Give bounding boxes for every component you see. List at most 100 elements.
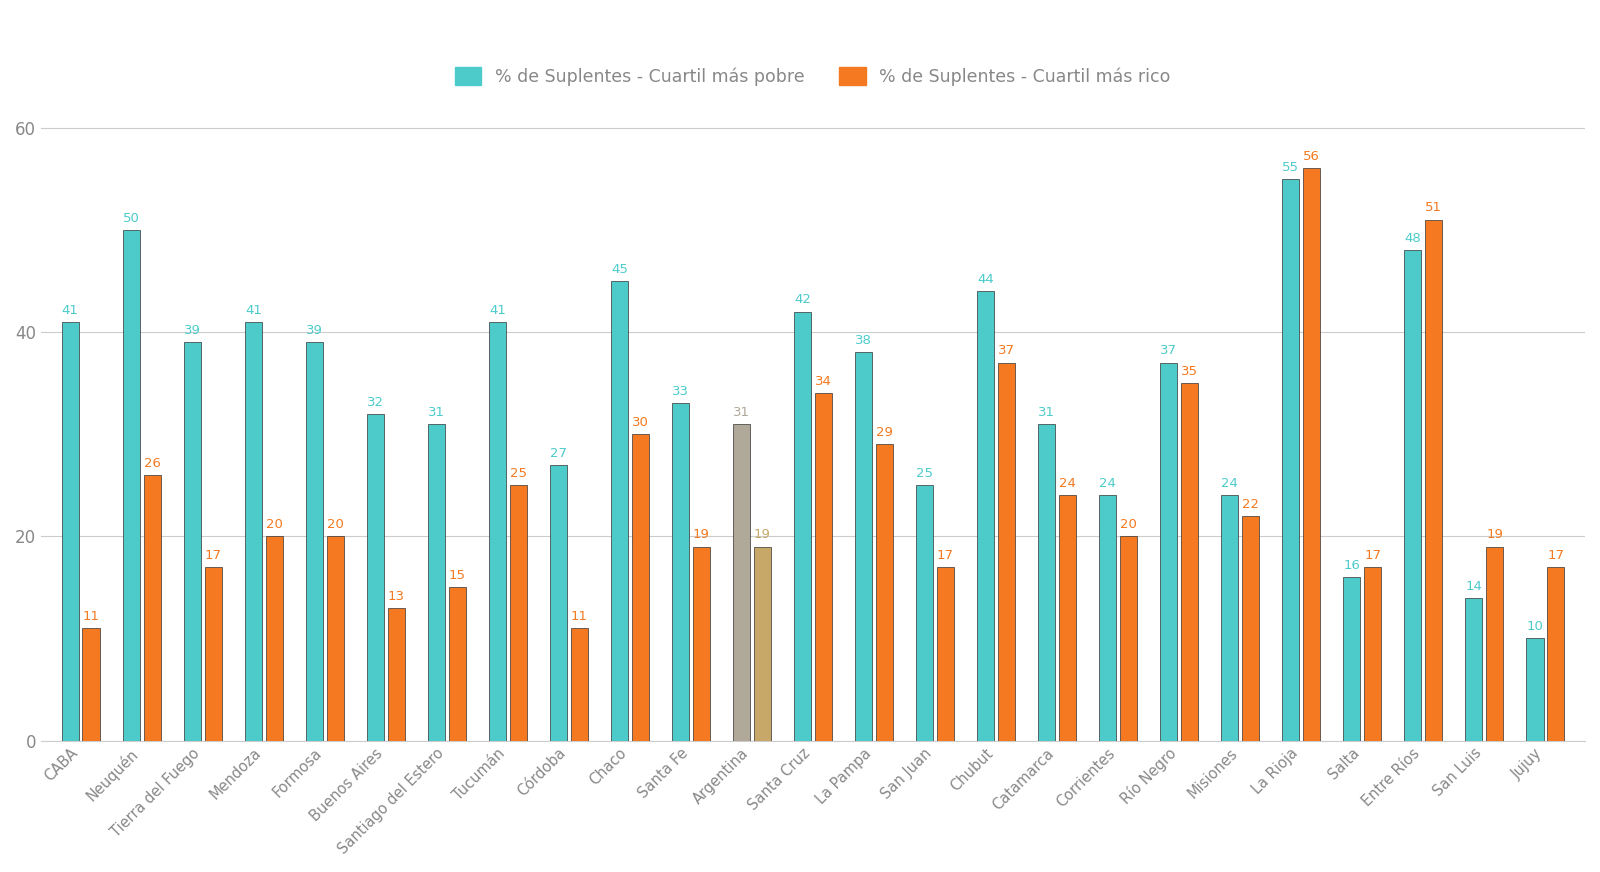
Bar xyxy=(917,485,933,740)
Bar xyxy=(83,629,99,740)
Text: 33: 33 xyxy=(672,385,690,399)
Bar xyxy=(998,363,1014,740)
Bar xyxy=(306,342,323,740)
Text: 41: 41 xyxy=(245,303,262,317)
Bar xyxy=(611,281,629,740)
Text: 34: 34 xyxy=(814,375,832,388)
Bar xyxy=(632,434,650,740)
Text: 14: 14 xyxy=(1466,580,1482,592)
Bar xyxy=(366,413,384,740)
Text: 19: 19 xyxy=(693,528,710,542)
Text: 42: 42 xyxy=(794,293,811,306)
Bar xyxy=(938,567,954,740)
Bar xyxy=(693,547,710,740)
Text: 41: 41 xyxy=(62,303,78,317)
Bar xyxy=(1526,638,1544,740)
Text: 25: 25 xyxy=(917,467,933,480)
Bar xyxy=(62,322,78,740)
Text: 48: 48 xyxy=(1405,232,1421,245)
Bar xyxy=(144,475,160,740)
Text: 27: 27 xyxy=(550,446,566,460)
Text: 10: 10 xyxy=(1526,620,1544,633)
Bar xyxy=(1059,495,1077,740)
Text: 37: 37 xyxy=(998,344,1014,358)
Bar xyxy=(1160,363,1178,740)
Bar xyxy=(123,229,139,740)
Bar xyxy=(1426,220,1442,740)
Text: 50: 50 xyxy=(123,212,139,225)
Bar xyxy=(1181,383,1198,740)
Text: 39: 39 xyxy=(184,324,200,337)
Text: 24: 24 xyxy=(1099,477,1117,490)
Text: 19: 19 xyxy=(1486,528,1502,542)
Text: 31: 31 xyxy=(733,405,750,419)
Bar xyxy=(1547,567,1565,740)
Bar xyxy=(754,547,771,740)
Bar xyxy=(854,352,872,740)
Text: 11: 11 xyxy=(571,610,587,623)
Bar xyxy=(387,608,405,740)
Text: 44: 44 xyxy=(978,273,994,286)
Bar xyxy=(672,404,690,740)
Text: 22: 22 xyxy=(1242,498,1259,511)
Bar xyxy=(733,424,750,740)
Text: 31: 31 xyxy=(427,405,445,419)
Bar xyxy=(1344,577,1360,740)
Text: 17: 17 xyxy=(938,548,954,562)
Text: 39: 39 xyxy=(306,324,323,337)
Bar xyxy=(266,536,283,740)
Bar xyxy=(1466,597,1483,740)
Bar xyxy=(794,311,811,740)
Text: 26: 26 xyxy=(144,457,160,470)
Bar xyxy=(875,445,893,740)
Text: 41: 41 xyxy=(490,303,506,317)
Text: 25: 25 xyxy=(510,467,526,480)
Bar xyxy=(490,322,506,740)
Bar xyxy=(326,536,344,740)
Bar xyxy=(1282,179,1299,740)
Bar xyxy=(1242,516,1259,740)
Bar xyxy=(184,342,202,740)
Text: 32: 32 xyxy=(366,396,384,409)
Text: 31: 31 xyxy=(1038,405,1056,419)
Bar xyxy=(510,485,526,740)
Text: 20: 20 xyxy=(1120,518,1138,531)
Text: 19: 19 xyxy=(754,528,771,542)
Text: 38: 38 xyxy=(856,334,872,347)
Text: 20: 20 xyxy=(266,518,283,531)
Bar xyxy=(550,465,566,740)
Text: 45: 45 xyxy=(611,262,627,276)
Bar xyxy=(1221,495,1238,740)
Bar xyxy=(571,629,587,740)
Text: 37: 37 xyxy=(1160,344,1178,358)
Legend: % de Suplentes - Cuartil más pobre, % de Suplentes - Cuartil más rico: % de Suplentes - Cuartil más pobre, % de… xyxy=(448,60,1178,93)
Text: 11: 11 xyxy=(83,610,99,623)
Bar xyxy=(205,567,222,740)
Text: 17: 17 xyxy=(1365,548,1381,562)
Bar xyxy=(1486,547,1504,740)
Bar xyxy=(1365,567,1381,740)
Text: 55: 55 xyxy=(1282,160,1299,174)
Bar xyxy=(1405,250,1421,740)
Text: 13: 13 xyxy=(387,589,405,603)
Bar xyxy=(1038,424,1056,740)
Text: 30: 30 xyxy=(632,416,648,429)
Bar xyxy=(448,588,466,740)
Text: 20: 20 xyxy=(326,518,344,531)
Text: 29: 29 xyxy=(875,426,893,439)
Bar xyxy=(1302,168,1320,740)
Text: 15: 15 xyxy=(448,569,466,582)
Text: 24: 24 xyxy=(1059,477,1075,490)
Text: 51: 51 xyxy=(1426,201,1442,215)
Bar xyxy=(978,291,994,740)
Bar xyxy=(245,322,262,740)
Text: 56: 56 xyxy=(1302,150,1320,163)
Text: 24: 24 xyxy=(1221,477,1238,490)
Text: 17: 17 xyxy=(205,548,221,562)
Text: 17: 17 xyxy=(1547,548,1565,562)
Text: 16: 16 xyxy=(1344,559,1360,572)
Bar xyxy=(1120,536,1138,740)
Bar xyxy=(814,393,832,740)
Text: 35: 35 xyxy=(1181,364,1198,378)
Bar xyxy=(1099,495,1117,740)
